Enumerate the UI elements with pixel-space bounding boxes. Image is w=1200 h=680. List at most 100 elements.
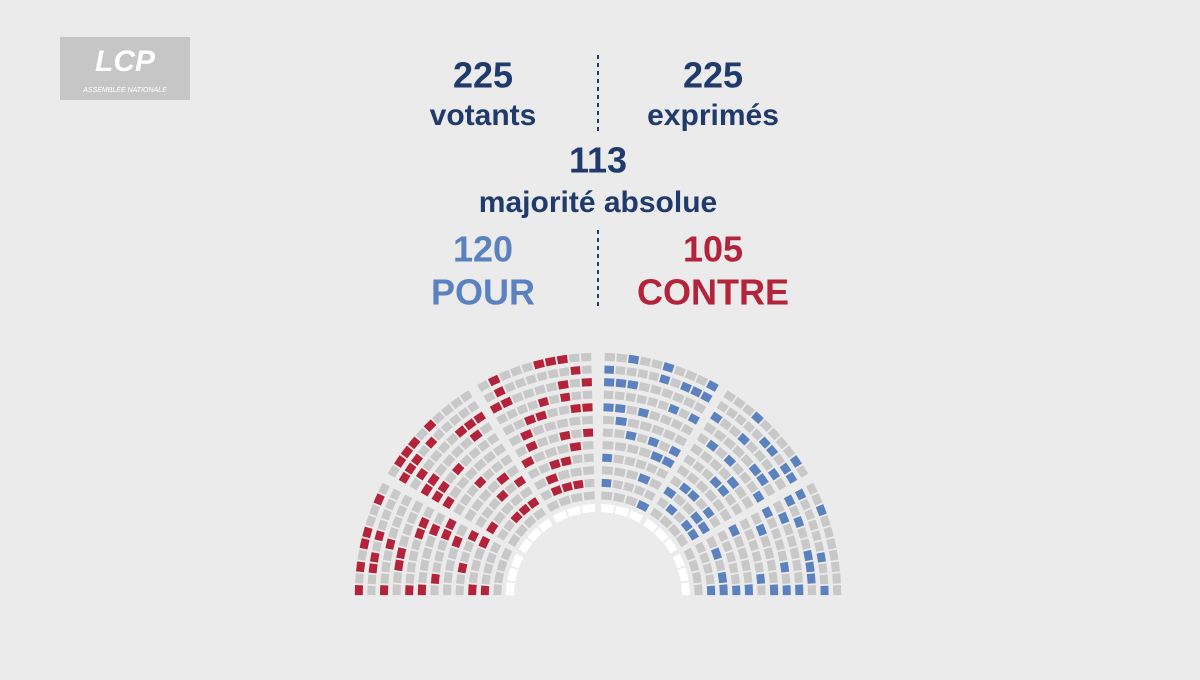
seat xyxy=(558,448,568,450)
majorite-label: majorité absolue xyxy=(479,186,717,219)
seat xyxy=(426,548,429,558)
seat xyxy=(550,463,559,466)
seat xyxy=(392,528,395,537)
seat xyxy=(540,467,549,471)
seat xyxy=(570,383,580,384)
seat xyxy=(748,530,752,539)
seat xyxy=(573,459,583,460)
seat xyxy=(489,436,497,441)
seat xyxy=(652,511,661,517)
seat xyxy=(411,562,412,572)
seat xyxy=(672,479,680,484)
seat xyxy=(616,510,628,513)
seat xyxy=(583,470,594,471)
seat xyxy=(793,507,797,516)
seat xyxy=(722,572,724,582)
seat xyxy=(490,378,499,382)
seat xyxy=(571,471,582,473)
seat xyxy=(704,471,711,477)
seat xyxy=(463,440,471,447)
seat xyxy=(671,381,680,384)
seat xyxy=(504,550,508,560)
seat xyxy=(369,517,372,526)
seat xyxy=(824,517,827,526)
seat xyxy=(603,420,614,421)
seat xyxy=(737,417,744,423)
seat xyxy=(807,551,809,561)
seat xyxy=(582,420,593,421)
seat xyxy=(794,548,796,558)
seat xyxy=(715,501,721,509)
seat xyxy=(790,536,793,546)
seat xyxy=(485,395,493,400)
seat xyxy=(460,574,461,583)
seat xyxy=(402,474,407,482)
exprimes-label: exprimés xyxy=(647,99,779,132)
seat xyxy=(403,536,406,546)
seat xyxy=(601,508,614,509)
seat xyxy=(731,428,739,434)
seat xyxy=(460,410,467,415)
seat xyxy=(498,417,506,421)
seat xyxy=(630,514,642,519)
seat xyxy=(452,488,458,496)
seat xyxy=(719,561,722,571)
seat xyxy=(698,544,702,552)
seat xyxy=(460,479,467,487)
seat xyxy=(709,538,713,547)
seat xyxy=(675,497,683,504)
seat xyxy=(550,398,559,400)
seat xyxy=(716,433,724,439)
seat xyxy=(685,583,686,595)
seat xyxy=(538,375,547,377)
seat xyxy=(693,514,700,522)
seat xyxy=(548,504,558,509)
seat xyxy=(496,514,503,522)
seat xyxy=(835,562,836,572)
seat xyxy=(538,440,547,443)
seat xyxy=(719,404,727,409)
seat xyxy=(441,483,447,491)
seat xyxy=(627,371,636,372)
seat xyxy=(427,508,431,517)
seat xyxy=(601,495,612,496)
seat xyxy=(421,447,427,454)
seat xyxy=(796,560,798,570)
seat xyxy=(415,502,420,511)
seat xyxy=(513,396,522,400)
seat xyxy=(422,519,426,528)
seat xyxy=(783,465,788,473)
seat xyxy=(737,537,741,547)
seat xyxy=(745,498,751,507)
seat xyxy=(804,539,806,549)
seat xyxy=(685,458,693,463)
seat xyxy=(449,560,451,570)
seat xyxy=(449,436,456,443)
seat xyxy=(764,461,770,469)
seat xyxy=(830,539,832,549)
seat xyxy=(583,407,593,408)
seat xyxy=(542,493,550,497)
seat xyxy=(547,477,557,481)
seat xyxy=(638,373,647,375)
seat xyxy=(571,370,580,371)
seat xyxy=(758,563,760,572)
seat xyxy=(737,488,743,496)
seat xyxy=(798,490,802,498)
seat xyxy=(404,496,408,505)
seat xyxy=(603,445,614,446)
seat xyxy=(729,553,732,562)
seat xyxy=(530,471,539,476)
seat xyxy=(672,422,681,426)
seat xyxy=(793,457,799,465)
seat xyxy=(726,394,734,399)
seat xyxy=(660,378,669,381)
seat xyxy=(681,486,688,492)
seat xyxy=(490,483,498,490)
seat xyxy=(732,526,737,535)
seat xyxy=(549,437,558,440)
seat xyxy=(524,392,534,395)
seat xyxy=(584,495,595,496)
seat xyxy=(743,520,747,529)
